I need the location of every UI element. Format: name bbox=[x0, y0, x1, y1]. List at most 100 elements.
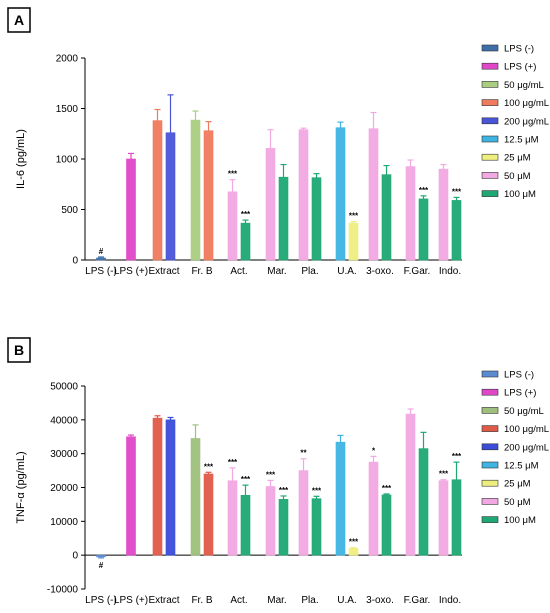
bar-3-oxo-100-um bbox=[381, 174, 392, 261]
x-tick-label-pla: Pla. bbox=[301, 266, 318, 277]
y-tick-label: 40000 bbox=[50, 415, 78, 426]
y-tick-label: 20000 bbox=[50, 483, 78, 494]
legend-swatch-50-um bbox=[481, 498, 499, 505]
bar-mar-100-um bbox=[278, 499, 289, 556]
y-axis-label: IL-6 (pg/mL) bbox=[15, 129, 27, 189]
legend-swatch-50-ug-ml bbox=[481, 81, 499, 88]
legend-label-50-ug-ml: 50 μg/mL bbox=[504, 80, 544, 91]
x-tick-label-act: Act. bbox=[230, 595, 247, 606]
bar-lps-lps bbox=[96, 257, 106, 261]
x-tick-label-lps: LPS (+) bbox=[114, 266, 148, 277]
x-tick-label-3-oxo: 3-oxo. bbox=[366, 595, 394, 606]
bar-mar-50-um bbox=[265, 486, 276, 556]
legend-swatch-50-ug-ml bbox=[481, 407, 499, 414]
legend-swatch-lps bbox=[481, 62, 499, 70]
x-tick-label-extract: Extract bbox=[148, 266, 179, 277]
significance-marker: ** bbox=[300, 449, 307, 458]
bar-indo-50-um bbox=[438, 480, 449, 556]
significance-marker: *** bbox=[439, 470, 449, 479]
legend-label-lps: LPS (-) bbox=[504, 370, 534, 381]
legend-swatch-25-um bbox=[481, 153, 499, 161]
bar-act-50-um bbox=[227, 480, 238, 556]
bar-f-gar-100-um bbox=[418, 448, 429, 556]
bar-indo-100-um bbox=[451, 479, 462, 556]
bar-u-a-12-5-um bbox=[335, 127, 346, 261]
legend-swatch-100-um bbox=[481, 516, 499, 523]
bar-fr-b-50-ug-ml bbox=[190, 438, 201, 556]
legend-label-25-um: 25 μM bbox=[504, 153, 531, 164]
bar-u-a-25-um bbox=[348, 548, 359, 556]
bar-3-oxo-100-um bbox=[381, 494, 392, 556]
legend-label-lps: LPS (+) bbox=[504, 388, 536, 399]
legend-label-lps: LPS (-) bbox=[504, 44, 534, 55]
legend-swatch-50-um bbox=[481, 172, 499, 179]
bar-act-100-um bbox=[240, 222, 251, 261]
legend-swatch-200-ug-ml bbox=[481, 443, 499, 451]
bar-act-100-um bbox=[240, 494, 251, 556]
bar-extract-100-ug-ml bbox=[152, 417, 163, 556]
y-tick-label: 1000 bbox=[56, 155, 79, 166]
legend-label-50-ug-ml: 50 μg/mL bbox=[504, 406, 544, 417]
panel-label-box bbox=[7, 7, 31, 33]
significance-marker: # bbox=[99, 247, 104, 256]
panel-label: A bbox=[14, 12, 24, 28]
y-tick-label: 50000 bbox=[50, 382, 78, 393]
bar-extract-100-ug-ml bbox=[152, 120, 163, 261]
panel-b: B -10000 0 10000 20000 30000 40000 50000 TNF-α (… bbox=[7, 337, 549, 606]
x-tick-label-fr-b: Fr. B bbox=[191, 266, 212, 277]
legend-label-12-5-um: 12.5 μM bbox=[504, 461, 539, 472]
y-tick-label: 0 bbox=[72, 256, 78, 267]
panel-label: B bbox=[14, 342, 24, 358]
bar-mar-50-um bbox=[265, 148, 276, 261]
legend-label-50-um: 50 μM bbox=[504, 171, 531, 182]
bar-indo-50-um bbox=[438, 168, 449, 261]
legend-label-lps: LPS (+) bbox=[504, 62, 536, 73]
legend-label-12-5-um: 12.5 μM bbox=[504, 135, 539, 146]
bar-pla-50-um bbox=[298, 470, 309, 556]
legend-swatch-12-5-um bbox=[481, 135, 499, 143]
significance-marker: *** bbox=[266, 470, 276, 479]
bar-extract-200-ug-ml bbox=[165, 419, 176, 556]
bar-lps-lps bbox=[126, 436, 136, 556]
legend-swatch-lps bbox=[481, 44, 499, 52]
significance-marker: *** bbox=[312, 486, 322, 495]
significance-marker: *** bbox=[241, 210, 251, 219]
legend-swatch-lps bbox=[481, 370, 499, 378]
legend-swatch-100-ug-ml bbox=[481, 425, 499, 432]
significance-marker: *** bbox=[228, 458, 238, 467]
significance-marker: *** bbox=[204, 462, 214, 471]
y-tick-label: 30000 bbox=[50, 449, 78, 460]
legend-swatch-lps bbox=[481, 388, 499, 396]
x-tick-label-indo: Indo. bbox=[439, 266, 461, 277]
y-tick-label: 0 bbox=[72, 551, 78, 562]
x-tick-label-indo: Indo. bbox=[439, 595, 461, 606]
legend-swatch-100-um bbox=[481, 190, 499, 197]
legend-label-100-um: 100 μM bbox=[504, 189, 536, 200]
significance-marker: *** bbox=[452, 452, 462, 461]
x-tick-label-mar: Mar. bbox=[267, 595, 286, 606]
significance-marker: *** bbox=[419, 186, 429, 195]
bar-u-a-12-5-um bbox=[335, 441, 346, 556]
significance-marker: * bbox=[372, 446, 376, 455]
legend-swatch-100-ug-ml bbox=[481, 99, 499, 106]
x-tick-label-pla: Pla. bbox=[301, 595, 318, 606]
bar-f-gar-50-um bbox=[405, 166, 416, 261]
x-tick-label-fr-b: Fr. B bbox=[191, 595, 212, 606]
bar-fr-b-50-ug-ml bbox=[190, 119, 201, 261]
legend-swatch-12-5-um bbox=[481, 461, 499, 469]
bar-f-gar-100-um bbox=[418, 198, 429, 261]
y-tick-label: 500 bbox=[61, 205, 78, 216]
x-tick-label-lps: LPS (-) bbox=[85, 266, 117, 277]
significance-marker: *** bbox=[349, 538, 359, 547]
y-tick-label: 2000 bbox=[56, 54, 79, 65]
x-tick-label-3-oxo: 3-oxo. bbox=[366, 266, 394, 277]
bar-pla-100-um bbox=[311, 177, 322, 261]
bar-fr-b-100-ug-ml bbox=[203, 473, 214, 556]
legend-label-25-um: 25 μM bbox=[504, 479, 531, 490]
y-tick-label: 10000 bbox=[50, 517, 78, 528]
legend-swatch-200-ug-ml bbox=[481, 117, 499, 125]
bar-mar-100-um bbox=[278, 176, 289, 261]
bar-indo-100-um bbox=[451, 200, 462, 261]
x-tick-label-u-a: U.A. bbox=[337, 266, 356, 277]
bar-extract-200-ug-ml bbox=[165, 132, 176, 261]
